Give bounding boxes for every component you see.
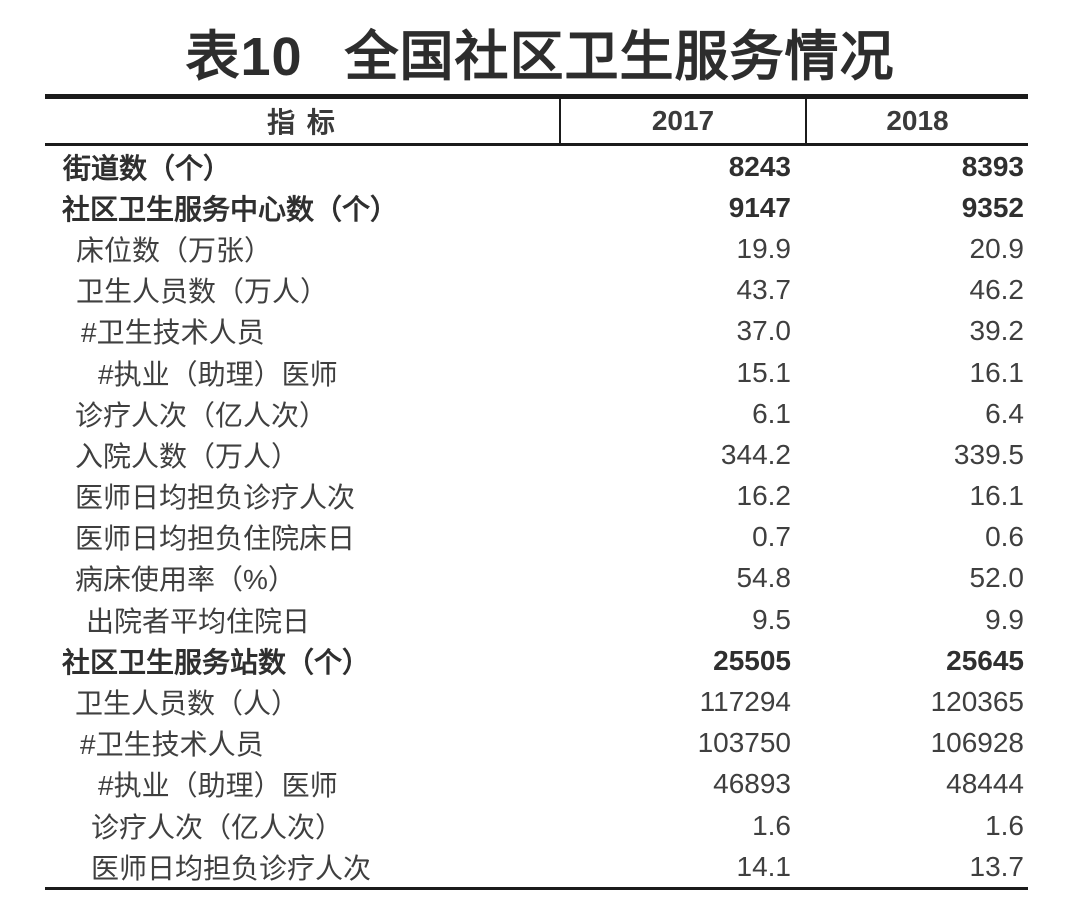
header-cell-2018: 2018 <box>805 99 1028 143</box>
value-2018-cell: 0.6 <box>985 521 1024 553</box>
table-row: 床位数（万张） 19.9 20.9 <box>45 228 1028 269</box>
value-2017-cell: 8243 <box>728 150 791 182</box>
table-row: 社区卫生服务中心数（个） 9147 9352 <box>45 187 1028 228</box>
indicators-table: 指 标 2017 2018 街道数（个） 8243 8393 社区卫生服务中心数（个）… <box>45 94 1028 891</box>
indicator-cell: 医师日均担负诊疗人次 <box>75 482 356 514</box>
indicator-cell: 出院者平均住院日 <box>86 605 311 637</box>
table-row: #卫生技术人员 103750 106928 <box>45 723 1028 764</box>
indicator-cell: 社区卫生服务中心数（个） <box>62 193 399 225</box>
indicator-cell: #执业（助理）医师 <box>98 358 338 390</box>
value-2018-cell: 1.6 <box>985 809 1024 841</box>
table-title-text: 全国社区卫生服务情况 <box>344 27 895 87</box>
value-2018-cell: 46.2 <box>969 274 1025 306</box>
table-row: #执业（助理）医师 46893 48444 <box>45 764 1028 805</box>
value-2017-cell: 1.6 <box>752 809 791 841</box>
table-row: 入院人数（万人） 344.2 339.5 <box>45 434 1028 475</box>
value-2018-cell: 48444 <box>946 768 1024 800</box>
value-2017-cell: 16.2 <box>736 480 792 512</box>
table-number: 表10 <box>185 27 303 87</box>
header-cell-indicator: 指 标 <box>267 107 337 138</box>
value-2018-cell: 39.2 <box>969 315 1025 347</box>
value-2017-cell: 46893 <box>713 768 791 800</box>
value-2017-cell: 19.9 <box>736 232 792 264</box>
value-2018-cell: 9352 <box>961 191 1024 223</box>
value-2017-cell: 14.1 <box>736 850 792 882</box>
value-2018-cell: 106928 <box>930 727 1024 759</box>
table-row: 社区卫生服务站数（个） 25505 25645 <box>45 640 1028 681</box>
indicator-cell: #执业（助理）医师 <box>98 770 338 802</box>
indicator-cell: 诊疗人次（亿人次） <box>91 811 344 843</box>
value-2017-cell: 0.7 <box>752 521 791 553</box>
value-2017-cell: 9.5 <box>752 603 791 635</box>
value-2018-cell: 6.4 <box>985 397 1024 429</box>
value-2017-cell: 15.1 <box>736 356 792 388</box>
value-2018-cell: 16.1 <box>969 356 1025 388</box>
value-2018-cell: 20.9 <box>969 232 1025 264</box>
table-row: 街道数（个） 8243 8393 <box>45 146 1028 187</box>
table-row: 诊疗人次（亿人次） 1.6 1.6 <box>45 805 1028 846</box>
value-2017-cell: 6.1 <box>752 397 791 429</box>
table-header: 指 标 2017 2018 <box>45 94 1028 146</box>
indicator-cell: 入院人数（万人） <box>75 440 300 472</box>
indicator-cell: #卫生技术人员 <box>81 317 265 349</box>
page-title: 表10 全国社区卫生服务情况 <box>0 12 1080 91</box>
indicator-cell: 社区卫生服务站数（个） <box>62 646 371 678</box>
value-2018-cell: 8393 <box>961 150 1024 182</box>
table-row: 卫生人员数（万人） 43.7 46.2 <box>45 270 1028 311</box>
value-2018-cell: 339.5 <box>953 438 1024 470</box>
indicator-cell: 病床使用率（%） <box>75 564 296 596</box>
table-row: #执业（助理）医师 15.1 16.1 <box>45 352 1028 393</box>
value-2017-cell: 117294 <box>699 686 791 718</box>
value-2017-cell: 9147 <box>728 191 791 223</box>
value-2018-cell: 25645 <box>946 644 1024 676</box>
indicator-cell: 诊疗人次（亿人次） <box>75 399 328 431</box>
header-cell-2017: 2017 <box>559 99 805 143</box>
indicator-cell: 床位数（万张） <box>76 234 273 266</box>
table-row: 病床使用率（%） 54.8 52.0 <box>45 558 1028 599</box>
table-row: 医师日均担负诊疗人次 16.2 16.1 <box>45 476 1028 517</box>
table-row: 出院者平均住院日 9.5 9.9 <box>45 599 1028 640</box>
indicator-cell: 街道数（个） <box>63 152 232 184</box>
value-2017-cell: 43.7 <box>736 274 792 306</box>
value-2018-cell: 16.1 <box>969 480 1025 512</box>
value-2017-cell: 103750 <box>697 727 791 759</box>
table-body: 街道数（个） 8243 8393 社区卫生服务中心数（个） 9147 9352 床位数（万张… <box>45 146 1028 891</box>
value-2018-cell: 120365 <box>930 686 1024 718</box>
value-2017-cell: 25505 <box>713 644 791 676</box>
value-2018-cell: 9.9 <box>985 603 1024 635</box>
table-row: 诊疗人次（亿人次） 6.1 6.4 <box>45 393 1028 434</box>
table-row: #卫生技术人员 37.0 39.2 <box>45 311 1028 352</box>
indicator-cell: 卫生人员数（万人） <box>76 276 329 308</box>
indicator-cell: 医师日均担负诊疗人次 <box>91 852 372 884</box>
indicator-cell: 医师日均担负住院床日 <box>75 523 356 555</box>
table-row: 医师日均担负住院床日 0.7 0.6 <box>45 517 1028 558</box>
indicator-cell: #卫生技术人员 <box>80 729 264 761</box>
value-2017-cell: 54.8 <box>736 562 792 594</box>
value-2017-cell: 37.0 <box>736 315 792 347</box>
table-row: 医师日均担负诊疗人次 14.1 13.7 <box>45 846 1028 887</box>
value-2018-cell: 13.7 <box>969 850 1025 882</box>
value-2018-cell: 52.0 <box>969 562 1025 594</box>
indicator-cell: 卫生人员数（人） <box>75 688 300 720</box>
table-row: 卫生人员数（人） 117294 120365 <box>45 681 1028 722</box>
value-2017-cell: 344.2 <box>720 438 791 470</box>
